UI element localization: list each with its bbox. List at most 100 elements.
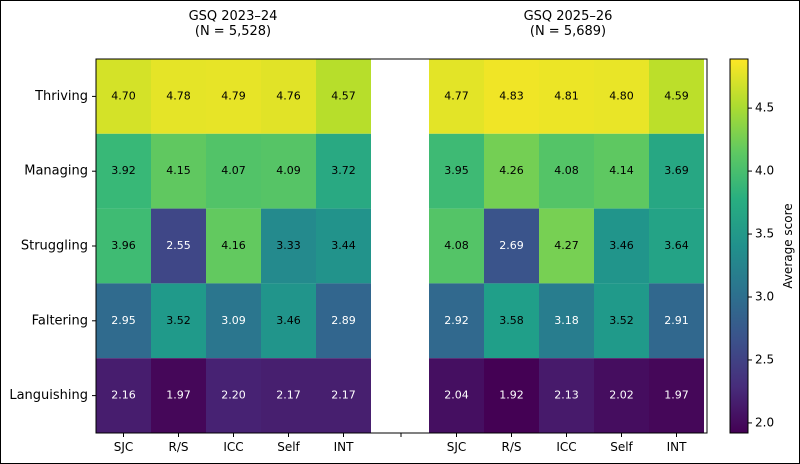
heatmap-cell: [649, 283, 704, 359]
cell-value-label: 2.16: [111, 389, 136, 402]
cell-value-label: 1.97: [664, 389, 689, 402]
colorbar-tick-label: 4.5: [755, 101, 774, 115]
heatmap-cell: [649, 358, 704, 433]
row-labels: Thriving Managing Struggling Faltering Langu…: [9, 89, 96, 403]
heatmap-cell: [316, 358, 371, 433]
x-tick-label: ICC: [556, 440, 576, 454]
x-tick-label: R/S: [169, 440, 189, 454]
colorbar-ticks: 2.0 2.5 3.0 3.5 4.0 4.5: [748, 101, 774, 429]
heatmap-cell: [151, 358, 206, 433]
cell-value-label: 4.80: [609, 89, 634, 102]
cell-value-label: 4.14: [609, 164, 634, 177]
cell-value-label: 3.72: [331, 164, 356, 177]
cell-value-label: 4.08: [554, 164, 579, 177]
heatmap-cell: [316, 133, 371, 209]
x-tick-label: SJC: [447, 440, 467, 454]
panel-1-title-line1: GSQ 2023–24: [189, 9, 278, 24]
cell-value-label: 2.17: [276, 389, 301, 402]
heatmap-cell: [261, 133, 316, 209]
row-label: Struggling: [21, 239, 88, 254]
heatmap-cell: [206, 208, 261, 284]
cell-value-label: 3.64: [664, 239, 689, 252]
row-label: Languishing: [9, 388, 88, 403]
heatmap-cell: [151, 208, 206, 284]
heatmap-cell: [96, 133, 151, 209]
cell-value-label: 4.16: [221, 239, 246, 252]
x-tick-label: R/S: [502, 440, 522, 454]
colorbar-tick-label: 3.5: [755, 227, 774, 241]
cell-value-label: 4.70: [111, 89, 136, 102]
heatmap-cell: [96, 358, 151, 433]
colorbar-tick-label: 2.0: [755, 415, 774, 429]
row-label: Faltering: [32, 313, 88, 328]
cell-value-label: 1.97: [166, 389, 191, 402]
cell-value-label: 2.69: [499, 239, 524, 252]
colorbar-label: Average score: [781, 203, 795, 288]
cell-value-label: 4.77: [444, 89, 469, 102]
x-tick-label: SJC: [114, 440, 134, 454]
cell-value-label: 3.18: [554, 314, 579, 327]
colorbar-tick-label: 2.5: [755, 352, 774, 366]
heatmap-cell: [261, 59, 316, 134]
cell-value-label: 2.13: [554, 389, 579, 402]
cell-value-label: 2.95: [111, 314, 136, 327]
heatmap-cell: [484, 208, 539, 284]
cell-value-label: 4.09: [276, 164, 301, 177]
cell-value-label: 3.96: [111, 239, 136, 252]
heatmap-cell: [429, 283, 484, 359]
row-label: Managing: [24, 164, 88, 179]
heatmap-cell: [594, 358, 649, 433]
heatmap-cell: [484, 358, 539, 433]
cell-value-label: 2.55: [166, 239, 191, 252]
cell-value-label: 4.26: [499, 164, 524, 177]
x-tick-label: INT: [334, 440, 355, 454]
heatmap-cell: [429, 59, 484, 134]
heatmap-cell: [206, 358, 261, 433]
heatmap-cell: [484, 133, 539, 209]
heatmap-cell: [151, 283, 206, 359]
heatmap-cell: [151, 133, 206, 209]
heatmap-cells: 4.70 4.78 4.79 4.76 4.57 3.92 4.15 4.07 4.09 3.72…: [96, 59, 704, 433]
heatmap-cell: [316, 283, 371, 359]
panel-2-title-line2: (N = 5,689): [530, 24, 606, 39]
cell-value-label: 2.20: [221, 389, 246, 402]
heatmap-cell: [539, 133, 594, 209]
heatmap-cell: [594, 208, 649, 284]
heatmap-cell: [261, 358, 316, 433]
cell-value-label: 2.02: [609, 389, 634, 402]
heatmap-cell: [96, 283, 151, 359]
x-tick-label: Self: [277, 440, 300, 454]
heatmap-cell: [539, 358, 594, 433]
heatmap-cell: [539, 283, 594, 359]
colorbar: [729, 58, 749, 434]
x-tick-label: ICC: [223, 440, 243, 454]
cell-value-label: 3.95: [444, 164, 469, 177]
heatmap-cell: [429, 358, 484, 433]
panel-2-title-line1: GSQ 2025–26: [524, 9, 613, 24]
colorbar-tick-label: 3.0: [755, 290, 774, 304]
cell-value-label: 4.07: [221, 164, 246, 177]
heatmap-cell: [649, 59, 704, 134]
heatmap-cell: [206, 59, 261, 134]
cell-value-label: 4.79: [221, 89, 246, 102]
cell-value-label: 3.52: [166, 314, 191, 327]
heatmap-cell: [649, 208, 704, 284]
cell-value-label: 3.92: [111, 164, 136, 177]
heatmap-cell: [429, 133, 484, 209]
cell-value-label: 4.78: [166, 89, 191, 102]
x-tick-label: Self: [610, 440, 633, 454]
heatmap-cell: [594, 283, 649, 359]
cell-value-label: 2.91: [664, 314, 689, 327]
column-labels: SJC R/S ICC Self INT SJC R/S ICC Self INT: [114, 433, 687, 454]
cell-value-label: 2.92: [444, 314, 469, 327]
cell-value-label: 4.83: [499, 89, 524, 102]
cell-value-label: 4.27: [554, 239, 579, 252]
heatmap-cell: [316, 59, 371, 134]
cell-value-label: 4.15: [166, 164, 191, 177]
heatmap-cell: [484, 59, 539, 134]
cell-value-label: 3.58: [499, 314, 524, 327]
colorbar-tick-label: 4.0: [755, 164, 774, 178]
heatmap-cell: [594, 59, 649, 134]
heatmap-cell: [594, 133, 649, 209]
